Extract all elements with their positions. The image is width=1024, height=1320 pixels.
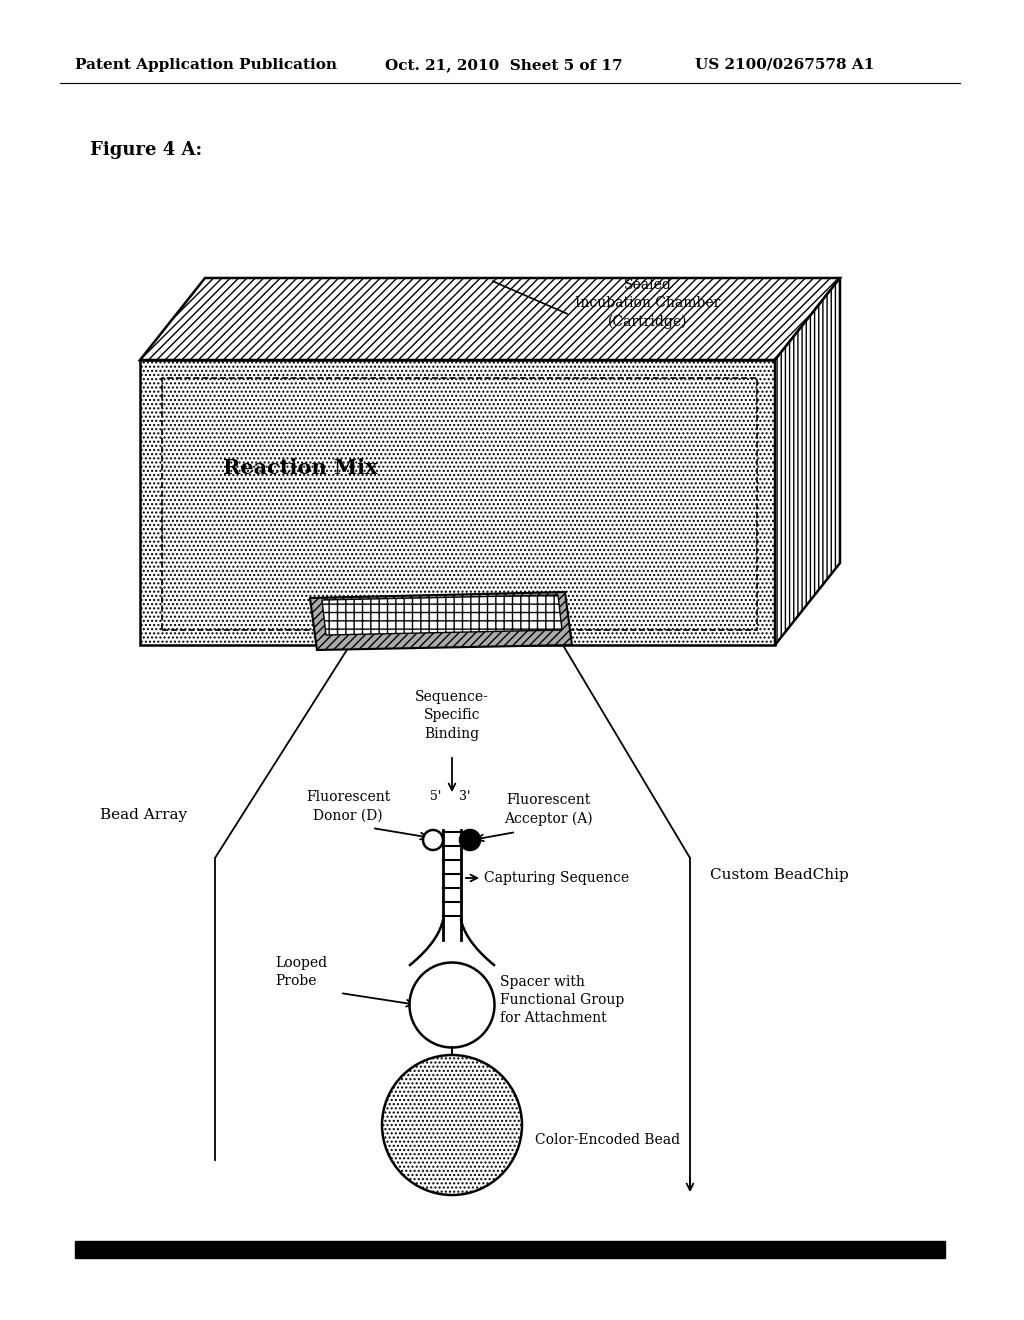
Text: 5': 5' <box>430 791 441 804</box>
Text: Figure 4 A:: Figure 4 A: <box>90 141 202 158</box>
Text: Fluorescent
Donor (D): Fluorescent Donor (D) <box>306 789 390 822</box>
Text: Sealed
Incubation Chamber
(Cartridge): Sealed Incubation Chamber (Cartridge) <box>575 279 720 330</box>
Circle shape <box>460 830 480 850</box>
Text: Spacer with
Functional Group
for Attachment: Spacer with Functional Group for Attachm… <box>500 974 625 1026</box>
Polygon shape <box>322 595 562 635</box>
Text: Sequence-
Specific
Binding: Sequence- Specific Binding <box>415 690 488 741</box>
Polygon shape <box>140 360 775 645</box>
Text: Bead Array: Bead Array <box>100 808 187 822</box>
Polygon shape <box>775 279 840 645</box>
Text: Reaction Mix: Reaction Mix <box>222 458 377 478</box>
Polygon shape <box>140 279 840 360</box>
Text: 3': 3' <box>459 791 471 804</box>
Bar <box>75 1241 945 1258</box>
Text: Custom BeadChip: Custom BeadChip <box>710 869 849 882</box>
Text: Oct. 21, 2010  Sheet 5 of 17: Oct. 21, 2010 Sheet 5 of 17 <box>385 58 623 73</box>
Circle shape <box>382 1055 522 1195</box>
Text: Fluorescent
Acceptor (A): Fluorescent Acceptor (A) <box>504 793 592 826</box>
Bar <box>162 378 757 630</box>
Text: Capturing Sequence: Capturing Sequence <box>484 871 629 884</box>
Circle shape <box>423 830 443 850</box>
Text: Patent Application Publication: Patent Application Publication <box>75 58 337 73</box>
Polygon shape <box>310 591 572 649</box>
Text: Looped
Probe: Looped Probe <box>275 956 327 989</box>
Text: Color-Encoded Bead: Color-Encoded Bead <box>535 1133 680 1147</box>
Ellipse shape <box>410 962 495 1048</box>
Text: US 2100/0267578 A1: US 2100/0267578 A1 <box>695 58 874 73</box>
